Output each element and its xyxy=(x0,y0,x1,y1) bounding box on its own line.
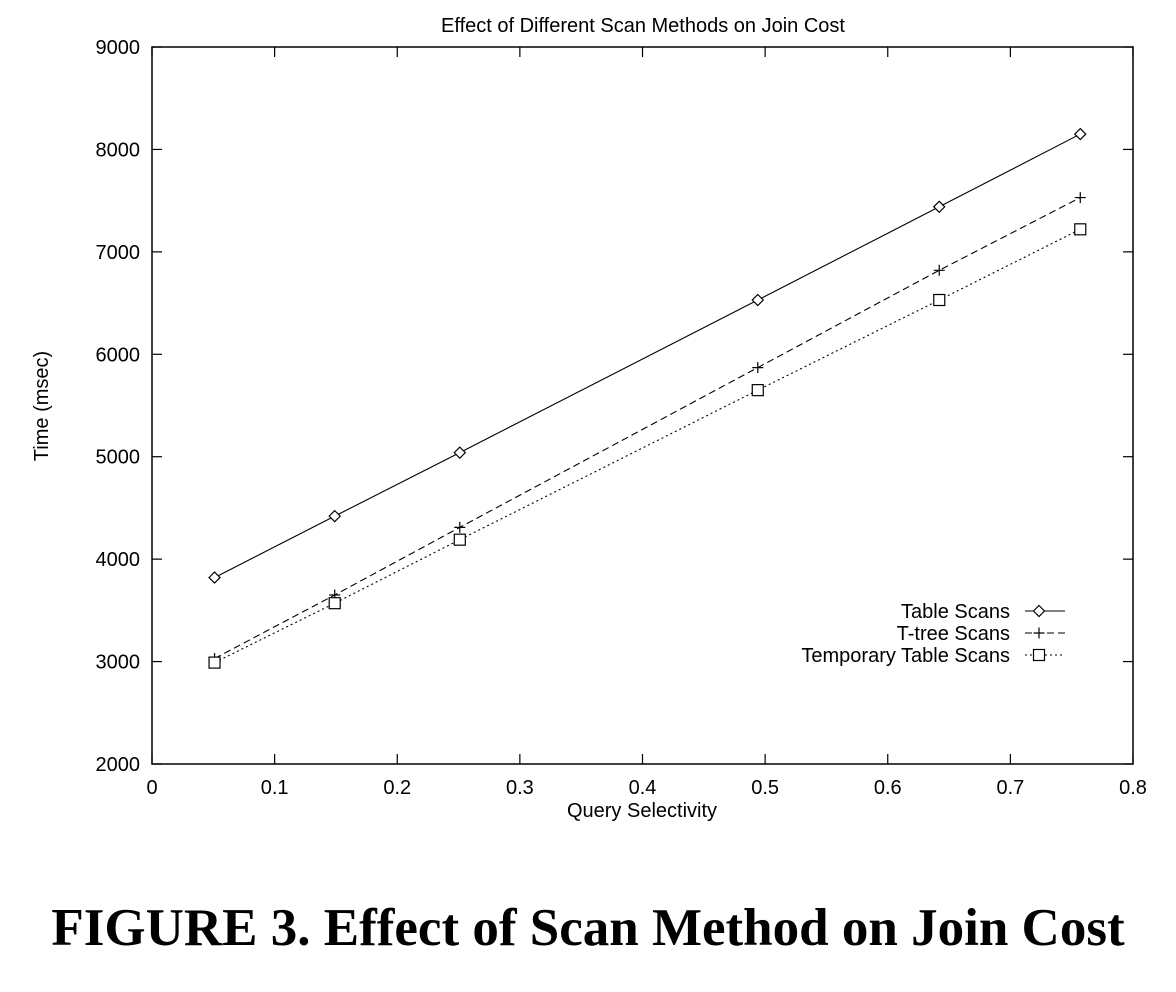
data-point-temporary-table-scans xyxy=(751,384,764,397)
x-tick-label: 0.1 xyxy=(261,777,289,799)
data-point-table-scans xyxy=(1073,127,1087,141)
y-axis-label: Time (msec) xyxy=(31,351,53,461)
y-tick-label: 3000 xyxy=(96,652,141,674)
legend-marker-t-tree-scans xyxy=(1033,627,1045,639)
x-tick-label: 0.4 xyxy=(629,777,657,799)
plot-area: 0 0.1 0.2 0.3 0.4 0.5 0.6 0.7 0.8 2000 3000 4000 500… xyxy=(96,37,1147,799)
data-point-table-scans xyxy=(453,446,467,459)
data-point-table-scans xyxy=(208,571,221,584)
data-point-table-scans xyxy=(932,200,946,214)
legend-marker-table-scans xyxy=(1032,604,1046,618)
y-tick-label: 9000 xyxy=(96,37,141,59)
y-tick-label: 7000 xyxy=(96,242,141,264)
series-line-temporary-table-scans xyxy=(214,228,1081,664)
y-tick-label: 2000 xyxy=(96,754,141,776)
data-point-table-scans xyxy=(751,293,765,307)
series-line-table-scans xyxy=(214,133,1081,579)
x-tick-label: 0 xyxy=(146,777,157,799)
x-tick-label: 0.6 xyxy=(874,777,902,799)
data-point-t-tree-scans xyxy=(1074,192,1086,204)
x-axis-label: Query Selectivity xyxy=(567,800,717,822)
chart-title: Effect of Different Scan Methods on Join… xyxy=(441,15,845,37)
data-point-temporary-table-scans xyxy=(1074,223,1087,236)
data-point-temporary-table-scans xyxy=(453,533,466,546)
legend-label-table-scans: Table Scans xyxy=(901,601,1010,623)
y-tick-label: 5000 xyxy=(96,447,141,469)
legend-label-t-tree-scans: T-tree Scans xyxy=(897,623,1010,645)
data-point-t-tree-scans xyxy=(933,264,945,276)
data-point-temporary-table-scans xyxy=(208,656,221,669)
data-point-temporary-table-scans xyxy=(328,597,341,610)
legend-marker-temporary-table-scans xyxy=(1032,648,1046,662)
x-tick-label: 0.5 xyxy=(751,777,779,799)
data-point-temporary-table-scans xyxy=(933,293,946,307)
x-tick-label: 0.7 xyxy=(996,777,1024,799)
data-point-t-tree-scans xyxy=(454,521,466,533)
x-tick-label: 0.8 xyxy=(1119,777,1147,799)
y-tick-label: 6000 xyxy=(96,344,141,366)
data-point-table-scans xyxy=(328,509,342,523)
x-tick-label: 0.2 xyxy=(383,777,411,799)
y-tick-label: 8000 xyxy=(96,139,141,161)
data-point-t-tree-scans xyxy=(752,362,764,374)
y-tick-label: 4000 xyxy=(96,549,141,571)
series-line-t-tree-scans xyxy=(214,197,1081,659)
figure-caption: FIGURE 3. Effect of Scan Method on Join … xyxy=(51,899,1125,957)
legend-label-temporary-table-scans: Temporary Table Scans xyxy=(801,645,1010,667)
x-tick-label: 0.3 xyxy=(506,777,534,799)
